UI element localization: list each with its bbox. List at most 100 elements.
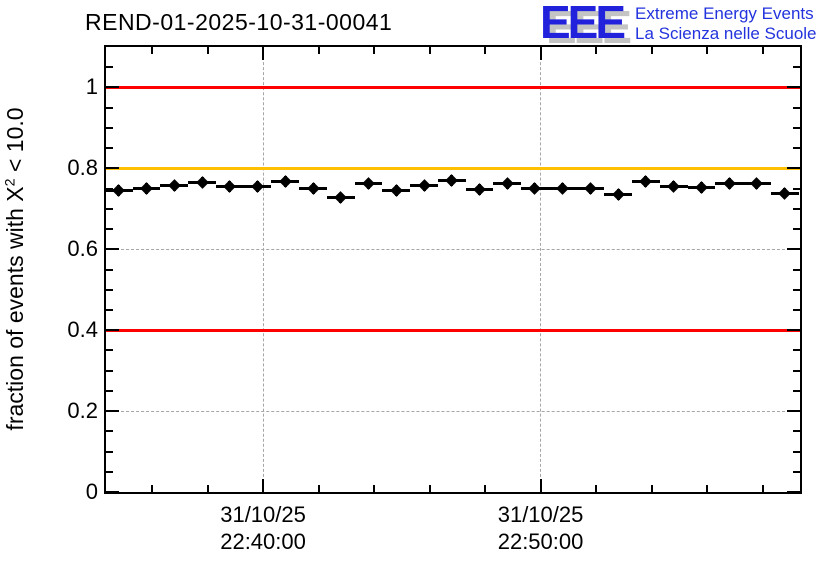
diamond-marker [722,176,736,190]
x-major-tick [539,479,542,492]
diamond-marker [584,182,597,196]
y-minor-tick [793,288,800,291]
y-tick-label: 0.6 [67,236,98,262]
plot-frame [104,45,802,494]
y-minor-tick [106,126,113,129]
x-minor-tick [484,485,487,492]
y-minor-tick [106,187,113,190]
y-tick-label: 1 [85,74,98,100]
y-minor-tick [793,430,800,433]
y-minor-tick [793,450,800,453]
eee-logo-text: Extreme Energy Events La Scienza nelle S… [635,2,816,44]
y-minor-tick [106,430,113,433]
diamond-marker [445,174,459,187]
y-major-tick [787,248,800,251]
diamond-marker [556,181,570,195]
x-tick-label-date: 31/10/25 [497,502,584,527]
y-minor-tick [793,66,800,69]
y-tick-label: 0.4 [67,317,98,343]
diamond-marker [695,181,708,194]
y-major-tick [787,86,800,89]
y-minor-tick [793,389,800,392]
y-axis-title-prefix: fraction of events with X [2,186,28,431]
y-minor-tick [106,207,113,210]
diamond-marker [639,175,653,189]
x-tick-label-date: 31/10/25 [220,502,306,527]
gridline-horizontal [106,248,800,250]
y-minor-tick [793,268,800,271]
x-minor-tick [428,47,431,54]
y-major-tick [106,410,119,413]
y-minor-tick [106,228,113,231]
diamond-marker [778,186,792,200]
y-minor-tick [106,349,113,352]
diamond-marker [278,175,292,189]
x-major-tick [539,47,542,60]
y-major-tick [787,410,800,413]
diamond-marker [417,179,431,193]
y-major-tick [787,491,800,493]
x-minor-tick [650,485,653,492]
diamond-marker [306,182,320,195]
diamond-marker [389,184,403,197]
y-minor-tick [793,147,800,150]
y-minor-tick [793,470,800,473]
diamond-marker [167,179,181,193]
y-major-tick [106,248,119,251]
y-minor-tick [106,106,113,109]
y-minor-tick [106,450,113,453]
x-minor-tick [761,485,764,492]
y-minor-tick [106,268,113,271]
y-major-tick [787,329,800,332]
y-axis-title: fraction of events with X2 < 10.0 [2,29,46,509]
plot-title: REND-01-2025-10-31-00041 [85,9,393,35]
x-minor-tick [206,485,209,492]
y-major-tick [106,86,119,89]
y-minor-tick [793,207,800,210]
diamond-marker [500,177,514,191]
gridline-vertical [540,47,542,492]
y-minor-tick [793,187,800,190]
diamond-marker [195,175,209,189]
x-minor-tick [706,47,709,54]
diamond-marker [750,177,764,191]
x-minor-tick [151,485,154,492]
y-major-tick [106,491,119,493]
x-minor-tick [317,47,320,54]
x-minor-tick [484,47,487,54]
y-minor-tick [106,308,113,311]
reference-line-y0.4 [106,328,800,332]
gridline-horizontal [106,410,800,412]
x-minor-tick [595,47,598,54]
diamond-marker [473,183,486,196]
diamond-marker [140,182,153,195]
x-minor-tick [650,47,653,54]
y-minor-tick [106,389,113,392]
x-minor-tick [206,47,209,54]
x-minor-tick [317,485,320,492]
y-tick-label: 0.2 [67,398,98,424]
gridline-vertical [262,47,264,492]
y-major-tick [106,167,119,170]
x-tick-label: 31/10/25 22:40:00 [198,501,328,555]
y-tick-label: 0 [85,479,98,504]
y-minor-tick [793,126,800,129]
y-minor-tick [106,470,113,473]
y-minor-tick [793,349,800,352]
x-minor-tick [373,47,376,54]
x-minor-tick [706,485,709,492]
diamond-marker [667,179,681,193]
y-minor-tick [793,369,800,372]
eee-logo-line1: Extreme Energy Events [635,4,814,23]
y-tick-label: 0.8 [67,155,98,181]
x-tick-label: 31/10/25 22:50:00 [476,501,606,555]
eee-logo-acronym: EEE [540,0,626,48]
x-major-tick [262,479,265,492]
reference-line-y0.8 [106,166,800,170]
y-minor-tick [106,147,113,150]
y-minor-tick [106,288,113,291]
x-major-tick [262,47,265,60]
x-tick-label-time: 22:50:00 [497,529,584,554]
reference-line-y1 [106,85,800,89]
